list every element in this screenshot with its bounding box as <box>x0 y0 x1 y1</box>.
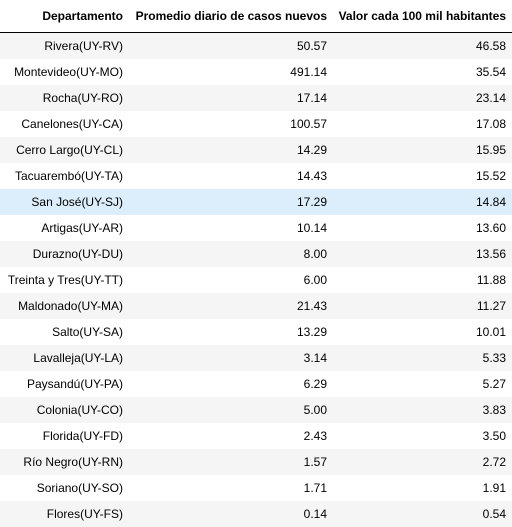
cell-valor: 13.60 <box>333 214 512 241</box>
cell-departamento: Colonia(UY-CO) <box>0 396 129 423</box>
cell-departamento: Artigas(UY-AR) <box>0 214 129 241</box>
cell-valor: 14.84 <box>333 188 512 215</box>
cell-valor: 23.14 <box>333 84 512 111</box>
table-row: Salto(UY-SA) 13.29 10.01 <box>0 318 512 345</box>
cell-departamento: Tacuarembó(UY-TA) <box>0 162 129 189</box>
cell-valor: 0.54 <box>333 500 512 527</box>
table-row: Soriano(UY-SO) 1.71 1.91 <box>0 474 512 501</box>
cell-departamento: Lavalleja(UY-LA) <box>0 344 129 371</box>
cell-valor: 46.58 <box>333 32 512 59</box>
table-row: San José(UY-SJ) 17.29 14.84 <box>0 188 512 215</box>
table-row: Lavalleja(UY-LA) 3.14 5.33 <box>0 344 512 371</box>
table-row: Treinta y Tres(UY-TT) 6.00 11.88 <box>0 266 512 293</box>
cell-promedio: 0.14 <box>129 500 333 527</box>
cell-valor: 13.56 <box>333 240 512 267</box>
cell-valor: 17.08 <box>333 110 512 137</box>
cell-valor: 35.54 <box>333 58 512 85</box>
table-row: Tacuarembó(UY-TA) 14.43 15.52 <box>0 162 512 189</box>
cell-valor: 3.50 <box>333 422 512 449</box>
table-header: Departamento Promedio diario de casos nu… <box>0 0 512 33</box>
table-row: Maldonado(UY-MA) 21.43 11.27 <box>0 292 512 319</box>
cell-promedio: 17.29 <box>129 188 333 215</box>
cell-departamento: Paysandú(UY-PA) <box>0 370 129 397</box>
cell-promedio: 14.29 <box>129 136 333 163</box>
table-row: Montevideo(UY-MO) 491.14 35.54 <box>0 58 512 85</box>
table-row: Rocha(UY-RO) 17.14 23.14 <box>0 84 512 111</box>
cell-promedio: 17.14 <box>129 84 333 111</box>
table-row: Artigas(UY-AR) 10.14 13.60 <box>0 214 512 241</box>
cell-promedio: 6.29 <box>129 370 333 397</box>
cell-departamento: Florida(UY-FD) <box>0 422 129 449</box>
cell-promedio: 100.57 <box>129 110 333 137</box>
cell-departamento: Maldonado(UY-MA) <box>0 292 129 319</box>
column-header-valor: Valor cada 100 mil habitantes <box>333 0 512 33</box>
cell-valor: 15.95 <box>333 136 512 163</box>
cell-promedio: 1.71 <box>129 474 333 501</box>
cell-departamento: Cerro Largo(UY-CL) <box>0 136 129 163</box>
table-row: Paysandú(UY-PA) 6.29 5.27 <box>0 370 512 397</box>
cell-departamento: Salto(UY-SA) <box>0 318 129 345</box>
cell-promedio: 491.14 <box>129 58 333 85</box>
cell-promedio: 3.14 <box>129 344 333 371</box>
cell-promedio: 14.43 <box>129 162 333 189</box>
table-row: Canelones(UY-CA) 100.57 17.08 <box>0 110 512 137</box>
cell-departamento: Montevideo(UY-MO) <box>0 58 129 85</box>
table-row: Florida(UY-FD) 2.43 3.50 <box>0 422 512 449</box>
cell-departamento: Canelones(UY-CA) <box>0 110 129 137</box>
cell-departamento: Rocha(UY-RO) <box>0 84 129 111</box>
cell-valor: 2.72 <box>333 448 512 475</box>
cell-valor: 5.27 <box>333 370 512 397</box>
table-row: Cerro Largo(UY-CL) 14.29 15.95 <box>0 136 512 163</box>
cell-valor: 5.33 <box>333 344 512 371</box>
cell-promedio: 8.00 <box>129 240 333 267</box>
cell-promedio: 5.00 <box>129 396 333 423</box>
cell-valor: 10.01 <box>333 318 512 345</box>
cell-departamento: Treinta y Tres(UY-TT) <box>0 266 129 293</box>
cell-departamento: Durazno(UY-DU) <box>0 240 129 267</box>
header-row: Departamento Promedio diario de casos nu… <box>0 0 512 33</box>
cell-departamento: Río Negro(UY-RN) <box>0 448 129 475</box>
cell-promedio: 21.43 <box>129 292 333 319</box>
cell-valor: 11.88 <box>333 266 512 293</box>
cell-promedio: 6.00 <box>129 266 333 293</box>
cell-valor: 11.27 <box>333 292 512 319</box>
table-row: Rivera(UY-RV) 50.57 46.58 <box>0 32 512 59</box>
cell-promedio: 13.29 <box>129 318 333 345</box>
cell-promedio: 1.57 <box>129 448 333 475</box>
cell-promedio: 50.57 <box>129 32 333 59</box>
cell-promedio: 2.43 <box>129 422 333 449</box>
cell-departamento: San José(UY-SJ) <box>0 188 129 215</box>
cell-departamento: Soriano(UY-SO) <box>0 474 129 501</box>
table-body: Rivera(UY-RV) 50.57 46.58 Montevideo(UY-MO)… <box>0 32 512 527</box>
table-row: Río Negro(UY-RN) 1.57 2.72 <box>0 448 512 475</box>
cell-valor: 1.91 <box>333 474 512 501</box>
cell-valor: 3.83 <box>333 396 512 423</box>
column-header-promedio: Promedio diario de casos nuevos <box>129 0 333 33</box>
cell-departamento: Rivera(UY-RV) <box>0 32 129 59</box>
table-row: Flores(UY-FS) 0.14 0.54 <box>0 500 512 527</box>
cell-departamento: Flores(UY-FS) <box>0 500 129 527</box>
table-row: Durazno(UY-DU) 8.00 13.56 <box>0 240 512 267</box>
cell-promedio: 10.14 <box>129 214 333 241</box>
column-header-departamento: Departamento <box>0 0 129 33</box>
table-row: Colonia(UY-CO) 5.00 3.83 <box>0 396 512 423</box>
cell-valor: 15.52 <box>333 162 512 189</box>
